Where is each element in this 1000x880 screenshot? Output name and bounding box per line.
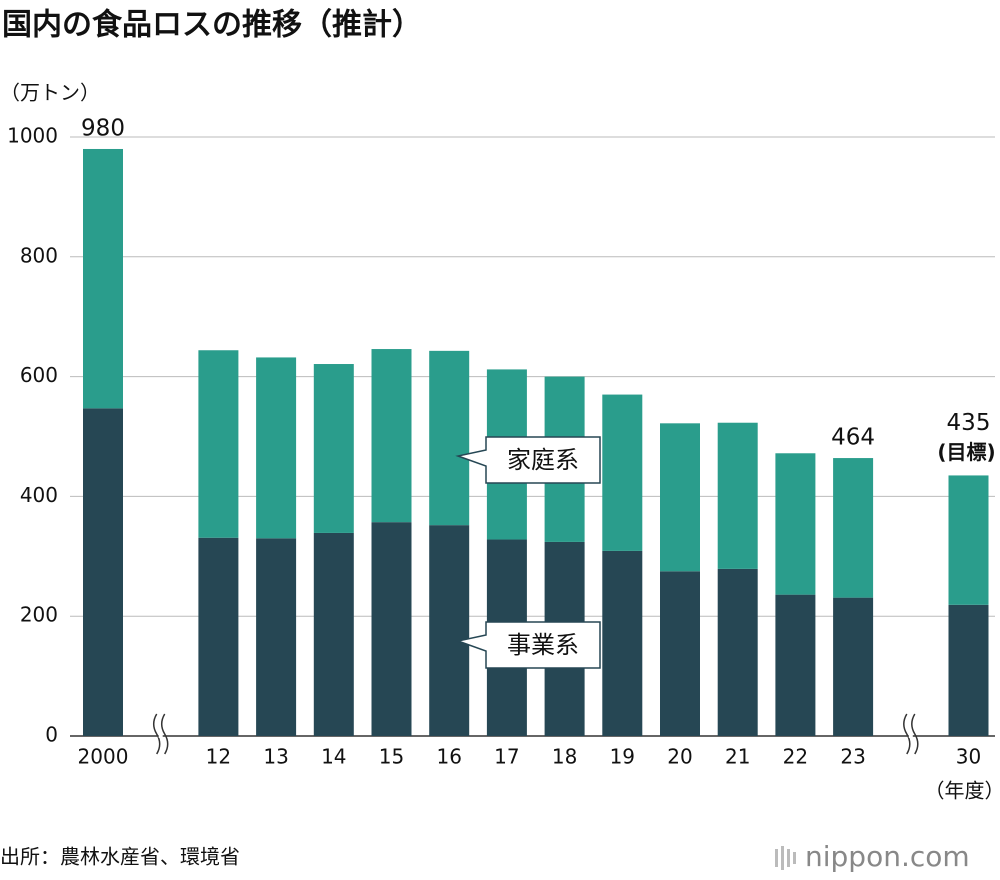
annotation: 980 — [81, 115, 125, 141]
logo-icon — [775, 846, 796, 870]
x-tick-label: 12 — [206, 745, 231, 769]
bar-segment — [948, 604, 989, 736]
logo: nippon.com — [805, 840, 970, 873]
x-tick-label: 22 — [783, 745, 808, 769]
x-tick-label: 19 — [610, 745, 635, 769]
callouts: 家庭系 事業系 — [455, 436, 601, 669]
callout-box — [455, 436, 601, 484]
bar-segment — [429, 525, 470, 736]
bar-segment — [256, 357, 297, 539]
y-tick-label: 200 — [20, 603, 58, 627]
y-tick-label: 400 — [20, 483, 58, 507]
bar-segment — [775, 453, 816, 595]
bar-segment — [313, 532, 354, 736]
bar-segment — [717, 422, 758, 569]
bar-segment — [833, 597, 874, 736]
x-tick-label: 2000 — [78, 745, 129, 769]
annotation: 464 — [831, 425, 875, 451]
chart-title: 国内の食品ロスの推移（推計） — [2, 8, 422, 43]
bar-segment — [198, 350, 239, 538]
bar-segment — [371, 349, 412, 523]
series-label: 家庭系 — [507, 446, 579, 474]
bar-segment — [660, 423, 700, 572]
x-tick-label: 30 — [956, 745, 981, 769]
bar-segment — [602, 394, 643, 551]
bar-segment — [371, 522, 412, 736]
x-tick-label: 23 — [840, 745, 865, 769]
y-axis-label: （万トン） — [0, 81, 100, 105]
plot: 0 200 400 600 800 1000 2000 12 13 14 15 16 17 18 19 20 2… — [7, 115, 1000, 802]
axis-break — [903, 713, 919, 755]
annotation: 435 — [947, 410, 991, 436]
bar-segment — [429, 350, 470, 526]
x-tick-label: 20 — [667, 745, 692, 769]
x-tick-label: 16 — [436, 745, 461, 769]
x-tick-label: 15 — [379, 745, 404, 769]
bar-segment — [833, 458, 874, 598]
x-tick-label: 21 — [725, 745, 750, 769]
bar-segment — [83, 148, 123, 409]
bar-segment — [717, 568, 758, 736]
bar-segment — [948, 475, 989, 605]
bar-segment — [313, 364, 354, 533]
callout-box — [455, 621, 601, 669]
x-tick-label: 17 — [494, 745, 519, 769]
bar-segment — [660, 571, 700, 736]
annotation-sub: (目標) — [937, 440, 995, 464]
x-axis-label: （年度） — [925, 779, 1000, 803]
x-tick-label: 13 — [263, 745, 288, 769]
axis-break — [152, 713, 169, 755]
axis-break-gap — [158, 734, 163, 738]
source: 出所：農林水産省、環境省 — [0, 845, 240, 869]
axis-break-gap — [908, 734, 913, 738]
bar-segment — [83, 408, 123, 736]
y-tick-label: 0 — [45, 723, 58, 747]
y-tick-label: 1000 — [7, 124, 58, 148]
series-label: 事業系 — [507, 631, 579, 659]
y-tick-label: 600 — [20, 363, 58, 387]
bar-segment — [256, 538, 297, 736]
y-tick-label: 800 — [20, 243, 58, 267]
bar-segment — [198, 537, 239, 736]
bar-segment — [775, 594, 816, 736]
x-tick-label: 18 — [552, 745, 577, 769]
bar-segment — [602, 550, 643, 736]
x-tick-label: 14 — [321, 745, 346, 769]
